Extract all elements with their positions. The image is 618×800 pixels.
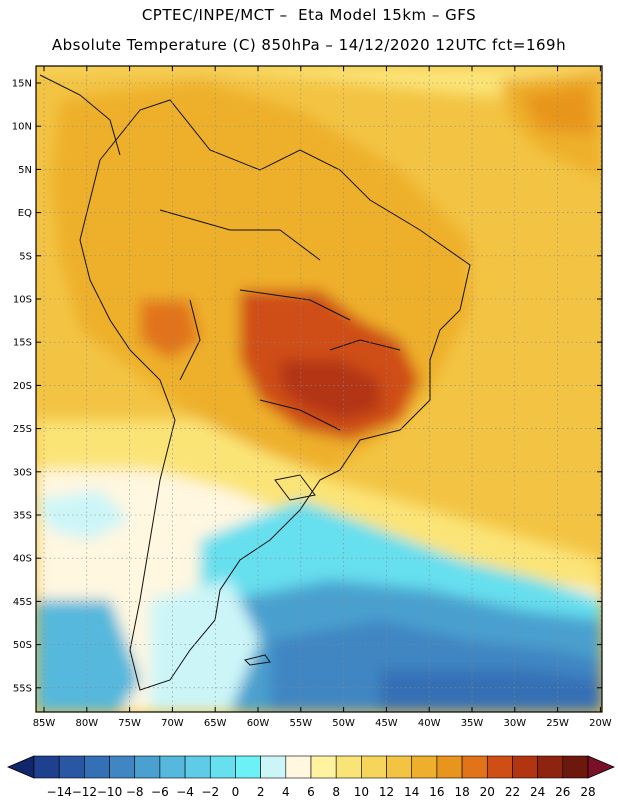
colorbar-label: −8 (126, 785, 144, 799)
coastlines (39, 74, 471, 691)
colorbar-swatch (159, 755, 186, 779)
lat-label: EQ (18, 208, 32, 219)
colorbar-swatch (134, 755, 161, 779)
map-title-line-2: Absolute Temperature (C) 850hPa – 14/12/… (51, 36, 567, 54)
colorbar-swatch (562, 755, 589, 779)
colorbar-label: 28 (580, 785, 595, 799)
colorbar-label: −14 (47, 785, 72, 799)
map-title-line-1: CPTEC/INPE/MCT – Eta Model 15km – GFS (141, 6, 477, 24)
colorbar-swatch (411, 755, 438, 779)
colorbar-swatch (512, 755, 538, 779)
colorbar-label: 26 (555, 785, 570, 799)
colorbar-swatch (109, 755, 136, 779)
map-frame (35, 65, 603, 713)
colorbar-swatch (84, 755, 110, 779)
lon-label: 85W (33, 718, 56, 729)
colorbar-swatch (33, 755, 60, 779)
lat-label: 50S (13, 640, 32, 651)
lon-label: 35W (461, 718, 484, 729)
colorbar-swatch (486, 755, 513, 779)
colorbar-label: 16 (429, 785, 444, 799)
colorbar-low-arrow (6, 755, 35, 779)
colorbar-label: 18 (454, 785, 469, 799)
colorbar-label: −2 (201, 785, 219, 799)
colorbar-swatch (209, 755, 236, 779)
lat-label: 15N (12, 79, 32, 90)
colorbar-label: 20 (480, 785, 495, 799)
field-patagonia-cool (150, 580, 260, 712)
colorbar-swatch (537, 755, 564, 779)
colorbar-swatch (436, 755, 463, 779)
colorbar-swatch (58, 755, 85, 779)
lat-label: 10S (13, 295, 32, 306)
colorbar-label: 4 (282, 785, 290, 799)
lon-label: 55W (289, 718, 312, 729)
field-hot-west (140, 300, 200, 360)
colorbar-label: 2 (257, 785, 265, 799)
lat-label: 10N (12, 122, 32, 133)
lat-label: 30S (13, 467, 32, 478)
colorbar-label: −4 (176, 785, 194, 799)
lon-label: 45W (375, 718, 398, 729)
rio-de-la-plata (274, 474, 316, 501)
colorbar-swatch (310, 755, 337, 779)
field-pacific-cool (36, 490, 130, 540)
lat-label: 25S (13, 424, 32, 435)
colorbar-high-arrow (587, 755, 616, 779)
field-sw-cold (36, 600, 140, 712)
temperature-field (36, 66, 602, 712)
lon-label: 40W (418, 718, 441, 729)
lat-label: 5N (18, 165, 32, 176)
lat-label: 40S (13, 554, 32, 565)
latitude-axis: 15N 10N 5N EQ 5S 10S 15S 20S 25S 30S 35S 40S 45S 50S 5… (12, 79, 32, 695)
lat-label: 45S (13, 597, 32, 608)
country-borders (159, 209, 401, 431)
colorbar-swatch (184, 755, 211, 779)
lon-label: 80W (75, 718, 98, 729)
colorbar-swatch (361, 755, 387, 779)
falkland-islands (244, 654, 271, 666)
colorbar-label: 24 (530, 785, 545, 799)
axis-ticks (36, 66, 602, 712)
colorbar-label: 14 (404, 785, 419, 799)
lat-label: 15S (13, 338, 32, 349)
colorbar-swatch (335, 755, 362, 779)
lat-label: 5S (19, 251, 32, 262)
colorbar-label: −10 (97, 785, 122, 799)
south-america-coastline (79, 99, 471, 691)
colorbar-label: −12 (72, 785, 97, 799)
colorbar-label: 6 (307, 785, 315, 799)
lat-label: 35S (13, 511, 32, 522)
colorbar-label: 10 (354, 785, 369, 799)
colorbar: −14 −12 −10 −8 −6 −4 −2 0 2 4 6 8 10 12 14 16 18 20 22 24 26… (6, 755, 616, 799)
lat-label: 20S (13, 381, 32, 392)
colorbar-label: 22 (505, 785, 520, 799)
lon-label: 20W (589, 718, 612, 729)
field-north-yellow (36, 66, 602, 100)
colorbar-label: 12 (379, 785, 394, 799)
lon-label: 30W (503, 718, 526, 729)
colorbar-label: 8 (332, 785, 340, 799)
lon-label: 60W (247, 718, 270, 729)
lon-label: 65W (204, 718, 227, 729)
lon-label: 70W (161, 718, 184, 729)
lon-label: 75W (118, 718, 141, 729)
longitude-axis: 85W 80W 75W 70W 65W 60W 55W 50W 45W 40W 35W 30W 25W 2… (33, 718, 612, 729)
field-very-hot (280, 360, 380, 420)
colorbar-label: 0 (232, 785, 240, 799)
colorbar-swatch (260, 755, 287, 779)
colorbar-swatch (386, 755, 413, 779)
field-ne-warm (520, 85, 595, 135)
colorbar-label: −6 (151, 785, 169, 799)
colorbar-swatch (285, 755, 312, 779)
lon-label: 50W (332, 718, 355, 729)
colorbar-swatch (235, 755, 261, 779)
central-america-coastline (39, 74, 121, 156)
colorbar-swatch (461, 755, 488, 779)
field-coldest (380, 670, 602, 712)
lat-label: 55S (13, 683, 32, 694)
lon-label: 25W (546, 718, 569, 729)
